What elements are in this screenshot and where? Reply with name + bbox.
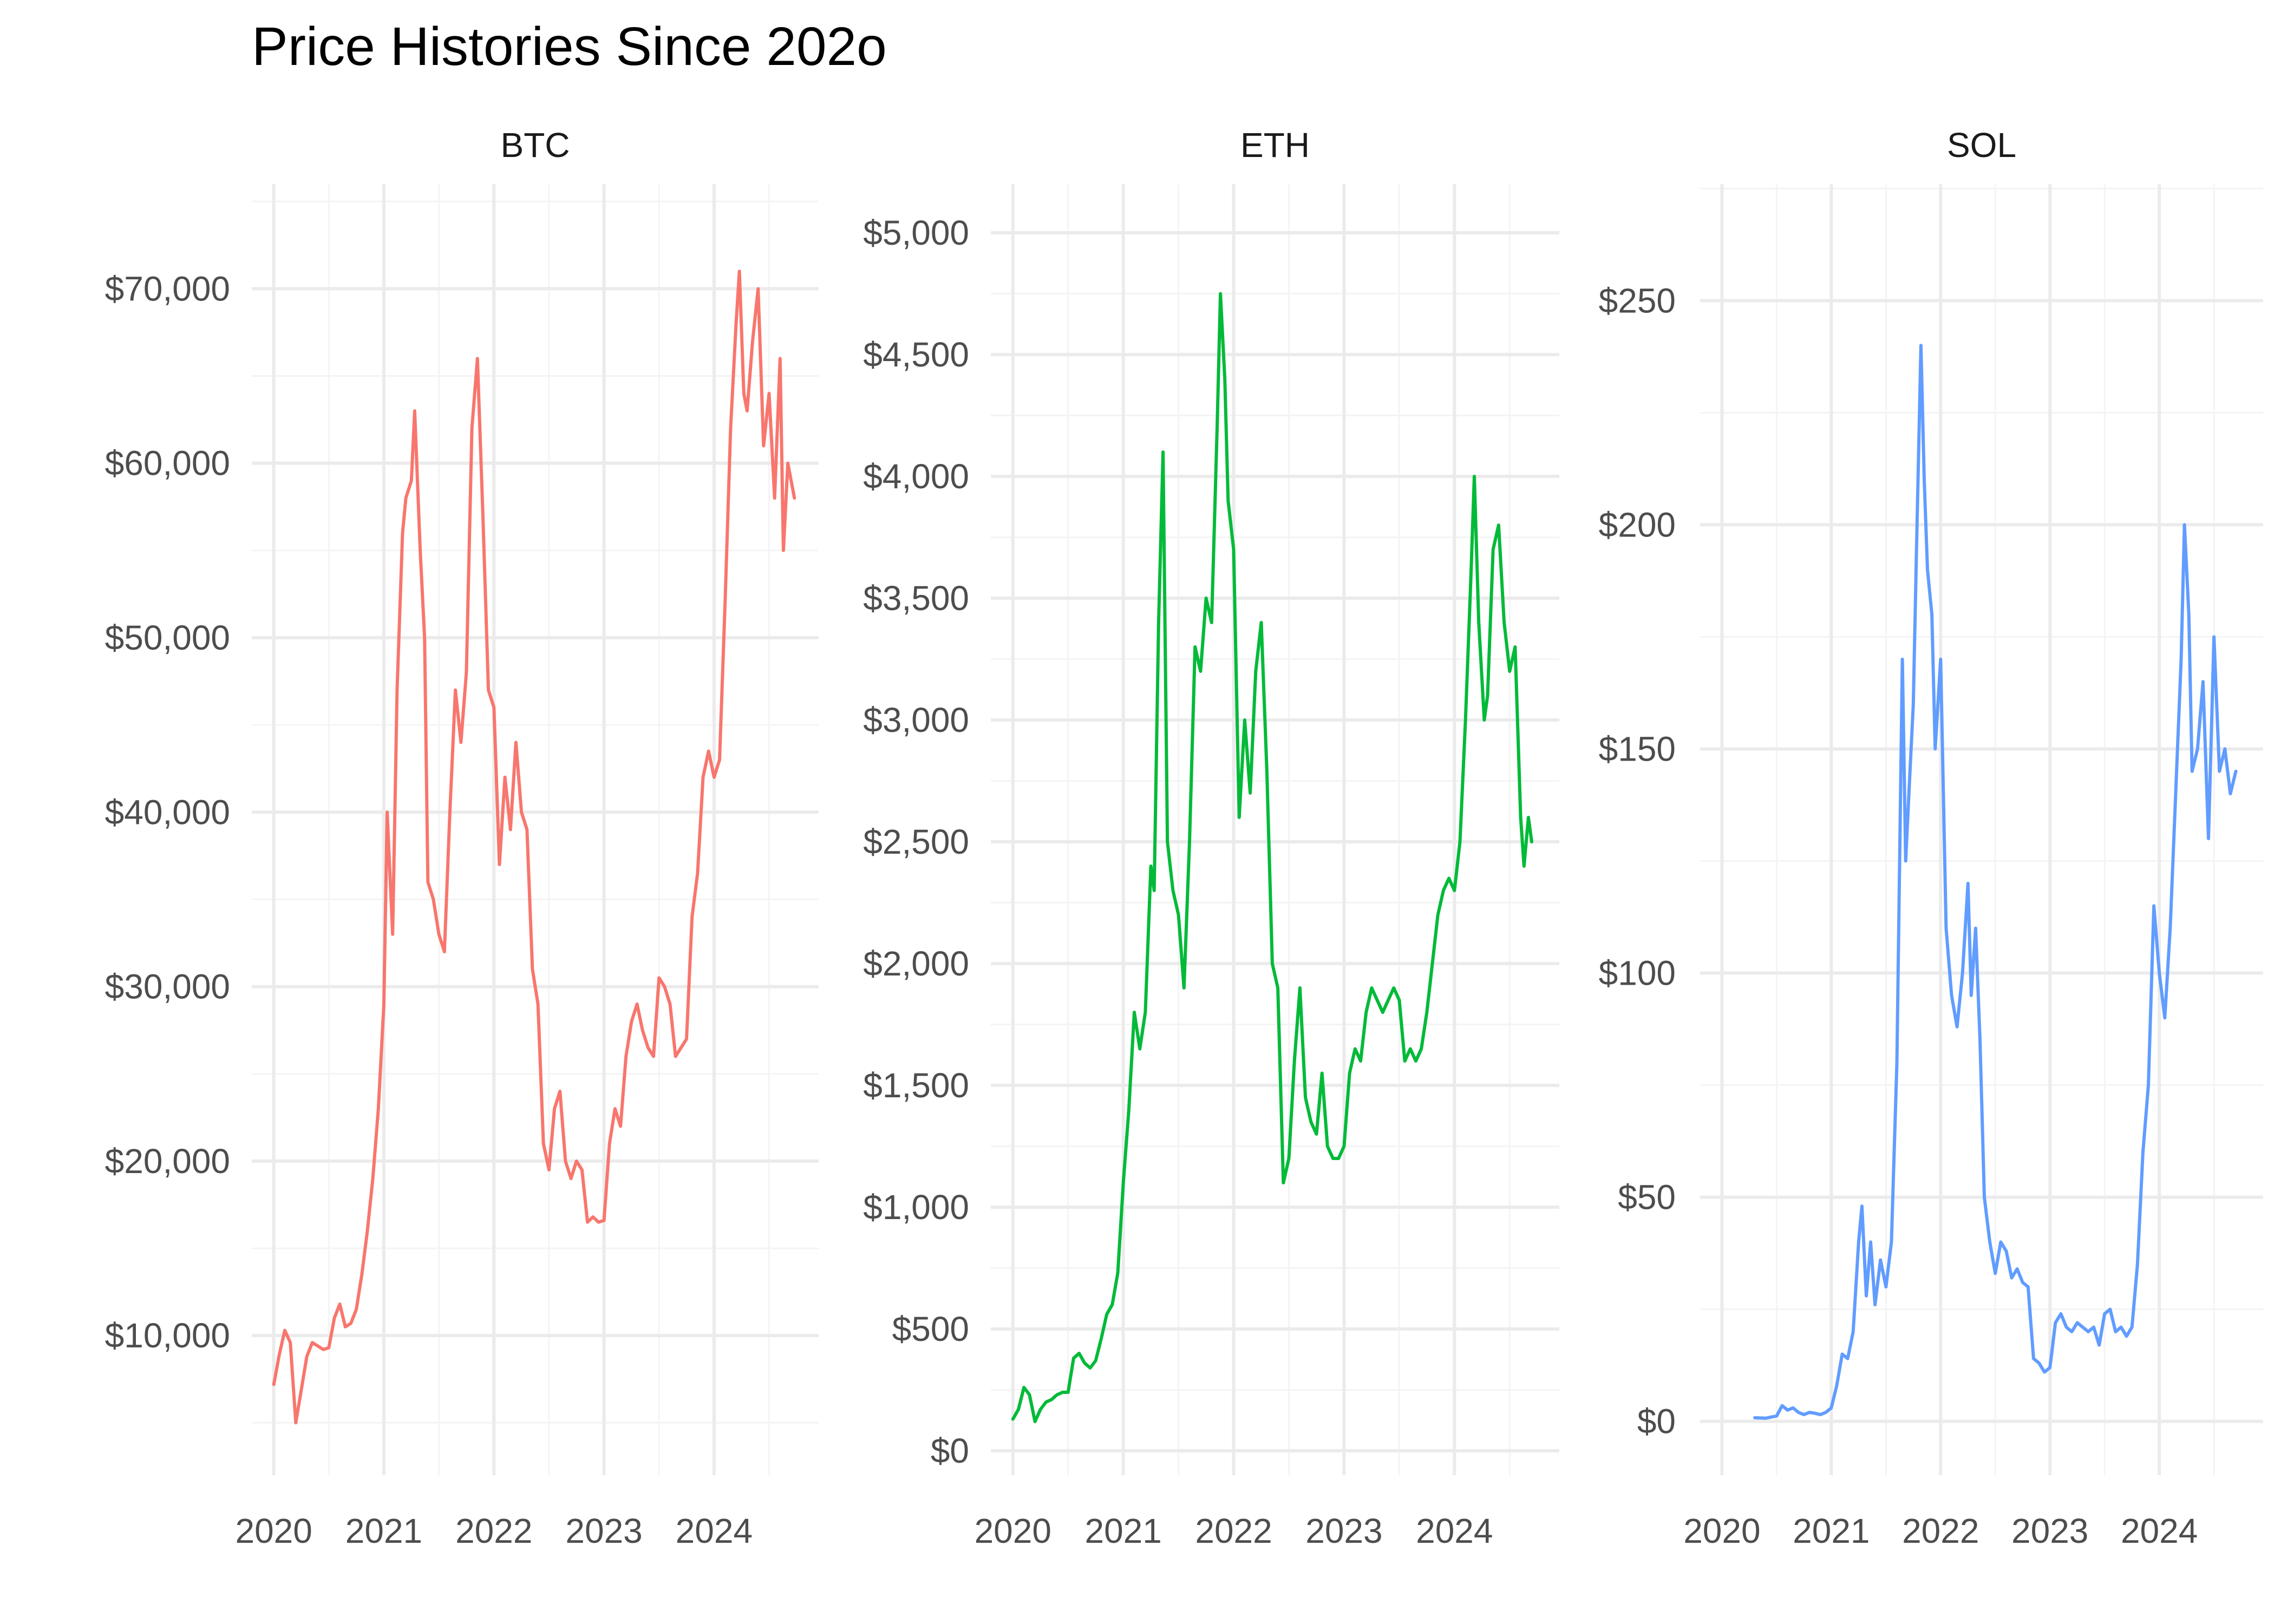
y-tick-label: $1,000 (863, 1188, 969, 1227)
y-tick-label: $2,000 (863, 944, 969, 983)
x-tick-label: 2020 (235, 1511, 312, 1550)
series-line-sol (1753, 344, 2238, 1420)
y-tick-label: $4,000 (863, 457, 969, 496)
y-tick-label: $0 (931, 1431, 969, 1470)
y-tick-label: $200 (1599, 505, 1676, 544)
facet-label: BTC (501, 126, 570, 165)
y-tick-label: $250 (1599, 281, 1676, 320)
x-tick-label: 2022 (1902, 1511, 1979, 1550)
series-line-eth (1011, 292, 1533, 1423)
y-tick-label: $0 (1637, 1402, 1676, 1441)
x-tick-label: 2024 (676, 1511, 753, 1550)
x-tick-label: 2023 (2011, 1511, 2088, 1550)
y-tick-label: $60,000 (105, 444, 230, 483)
facet-eth: ETH $0 $500 $1,000 $1,500 $2,000 $2,500 $3,000 $… (863, 126, 1559, 1550)
facet-label: SOL (1947, 126, 2016, 165)
facet-sol: SOL $0 $50 $100 $150 $200 $250 2020 2021 2022 2023… (1599, 126, 2263, 1550)
x-tick-label: 2020 (975, 1511, 1051, 1550)
x-tick-label: 2023 (565, 1511, 642, 1550)
y-tick-label: $150 (1599, 729, 1676, 768)
y-tick-label: $3,000 (863, 700, 969, 739)
x-tick-label: 2024 (1416, 1511, 1493, 1550)
y-tick-label: $30,000 (105, 967, 230, 1006)
x-tick-label: 2022 (455, 1511, 532, 1550)
facet-btc: BTC $10,000 $20,000 $30,000 $40,000 $50,000 $6… (105, 126, 819, 1550)
facet-label: ETH (1240, 126, 1310, 165)
y-tick-label: $10,000 (105, 1316, 230, 1355)
y-tick-label: $3,500 (863, 579, 969, 618)
y-tick-label: $5,000 (863, 213, 969, 252)
y-tick-label: $20,000 (105, 1142, 230, 1181)
y-tick-label: $50 (1618, 1178, 1676, 1217)
y-tick-label: $2,500 (863, 822, 969, 861)
x-tick-label: 2022 (1195, 1511, 1272, 1550)
y-tick-label: $1,500 (863, 1066, 969, 1105)
y-tick-label: $40,000 (105, 793, 230, 831)
x-tick-label: 2020 (1683, 1511, 1760, 1550)
chart-title: Price Histories Since 202o (252, 16, 887, 77)
y-tick-label: $100 (1599, 954, 1676, 993)
x-tick-label: 2021 (345, 1511, 422, 1550)
y-tick-label: $50,000 (105, 618, 230, 657)
y-tick-label: $500 (892, 1309, 969, 1348)
y-tick-label: $70,000 (105, 269, 230, 308)
x-tick-label: 2024 (2121, 1511, 2198, 1550)
x-tick-label: 2023 (1305, 1511, 1382, 1550)
x-tick-label: 2021 (1084, 1511, 1161, 1550)
y-tick-label: $4,500 (863, 335, 969, 374)
x-tick-label: 2021 (1793, 1511, 1870, 1550)
series-line-btc (272, 270, 796, 1425)
facet-panels: BTC $10,000 $20,000 $30,000 $40,000 $50,000 $6… (105, 126, 2263, 1550)
